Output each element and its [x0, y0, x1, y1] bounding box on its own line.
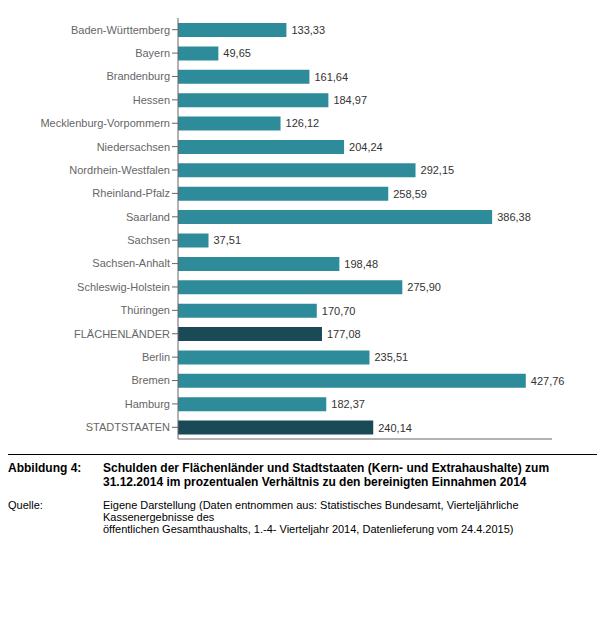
svg-text:386,38: 386,38	[497, 211, 531, 223]
svg-text:Niedersachsen: Niedersachsen	[97, 141, 170, 153]
svg-text:Bremen: Bremen	[131, 374, 170, 386]
svg-text:170,70: 170,70	[322, 305, 356, 317]
svg-text:198,48: 198,48	[344, 258, 378, 270]
svg-text:126,12: 126,12	[286, 117, 320, 129]
svg-text:204,24: 204,24	[349, 141, 383, 153]
svg-text:275,90: 275,90	[407, 281, 441, 293]
html-text:Schulden der Flächenländer und: Schulden der Flächenländer und Stadtstaa…	[103, 461, 550, 489]
svg-text:184,97: 184,97	[333, 94, 367, 106]
svg-text:49,65: 49,65	[223, 47, 251, 59]
svg-text:Rheinland-Pfalz: Rheinland-Pfalz	[92, 187, 170, 199]
svg-text:Saarland: Saarland	[126, 211, 170, 223]
svg-text:182,37: 182,37	[331, 398, 365, 410]
svg-text:235,51: 235,51	[374, 351, 408, 363]
svg-text:Sachsen-Anhalt: Sachsen-Anhalt	[92, 257, 170, 269]
svg-text:Baden-Württemberg: Baden-Württemberg	[71, 24, 170, 36]
svg-text:Hessen: Hessen	[133, 94, 170, 106]
svg-text:240,14: 240,14	[378, 422, 412, 434]
svg-text:133,33: 133,33	[291, 24, 325, 36]
html-text:Quelle:: Quelle:	[8, 499, 43, 511]
svg-text:Berlin: Berlin	[142, 351, 170, 363]
svg-text:Hamburg: Hamburg	[125, 398, 170, 410]
svg-text:Nordrhein-Westfalen: Nordrhein-Westfalen	[69, 164, 170, 176]
html-text:Abbildung 4:: Abbildung 4:	[8, 461, 82, 475]
svg-text:Bayern: Bayern	[135, 47, 170, 59]
svg-text:37,51: 37,51	[213, 234, 241, 246]
svg-text:177,08: 177,08	[327, 328, 361, 340]
svg-text:Mecklenburg-Vorpommern: Mecklenburg-Vorpommern	[40, 117, 170, 129]
svg-text:427,76: 427,76	[531, 375, 565, 387]
svg-text:161,64: 161,64	[314, 71, 348, 83]
svg-text:258,59: 258,59	[393, 188, 427, 200]
svg-text:Thüringen: Thüringen	[120, 304, 170, 316]
svg-text:Brandenburg: Brandenburg	[106, 70, 170, 82]
svg-text:STADTSTAATEN: STADTSTAATEN	[86, 421, 170, 433]
svg-text:292,15: 292,15	[421, 164, 455, 176]
svg-text:Sachsen: Sachsen	[127, 234, 170, 246]
svg-text:FLÄCHENLÄNDER: FLÄCHENLÄNDER	[74, 328, 170, 340]
html-text:Eigene Darstellung (Daten entn: Eigene Darstellung (Daten entnommen aus:…	[103, 499, 519, 535]
svg-text:Schleswig-Holstein: Schleswig-Holstein	[77, 281, 170, 293]
